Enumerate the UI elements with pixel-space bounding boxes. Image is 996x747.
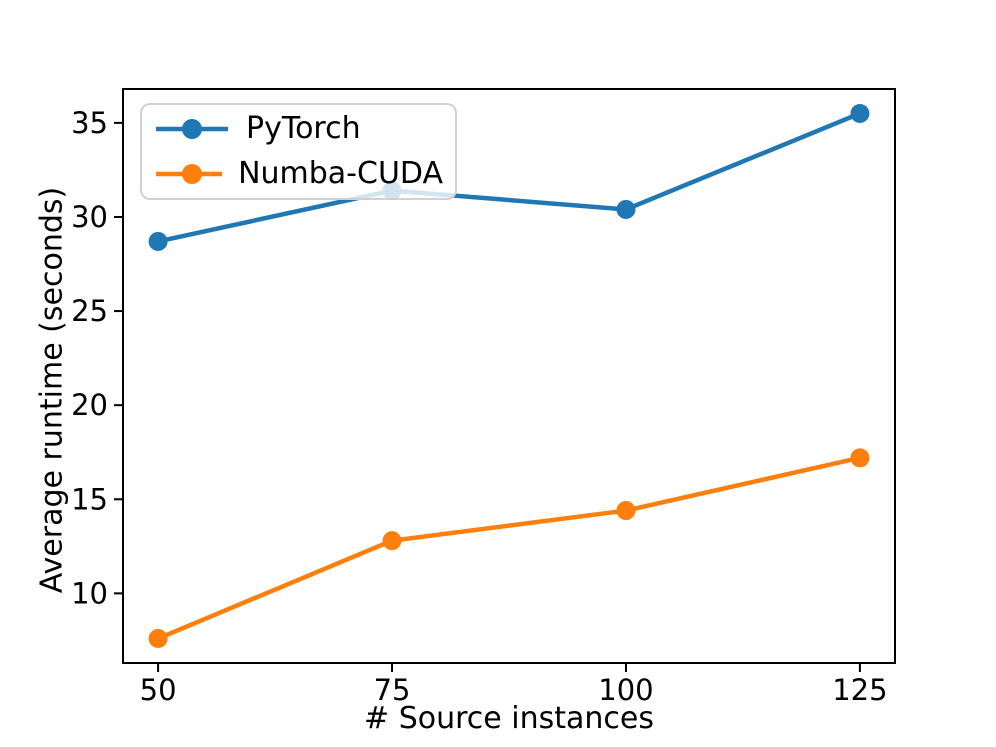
y-axis-label: Average runtime (seconds) [34,186,70,594]
legend-label-pytorch: PyTorch [246,111,361,146]
y-tick-label: 15 [71,482,108,516]
x-tick-label: 100 [598,673,653,707]
legend-label-numba-cuda: Numba-CUDA [238,156,443,191]
legend-entry-pytorch: PyTorch [154,107,443,151]
series-marker-numba-cuda-100 [616,501,636,521]
x-tick-label: 125 [832,673,887,707]
plot-border [122,88,896,664]
legend-line-marker-icon [156,119,228,139]
legend-line-marker-icon [156,164,223,184]
series-marker-numba-cuda-50 [148,629,168,649]
series-line-pytorch [155,111,863,244]
x-axis-label: # Source instances [364,701,654,736]
series-line-numba-cuda [155,455,863,641]
y-tick-label: 20 [71,388,108,422]
y-tick-label: 10 [71,576,108,610]
y-tick-label: 30 [71,200,108,234]
y-tick-label: 35 [71,106,108,140]
x-tick-label: 75 [374,673,411,707]
series-marker-numba-cuda-125 [850,448,870,468]
series-marker-pytorch-100 [616,199,636,219]
series-marker-pytorch-125 [850,103,870,123]
series-marker-pytorch-50 [148,231,168,251]
legend-entry-numba-cuda: Numba-CUDA [154,152,443,196]
x-tick-label: 50 [140,673,177,707]
series-marker-numba-cuda-75 [382,531,402,551]
legend: PyTorch Numba-CUDA [140,103,457,200]
y-tick-label: 25 [71,294,108,328]
